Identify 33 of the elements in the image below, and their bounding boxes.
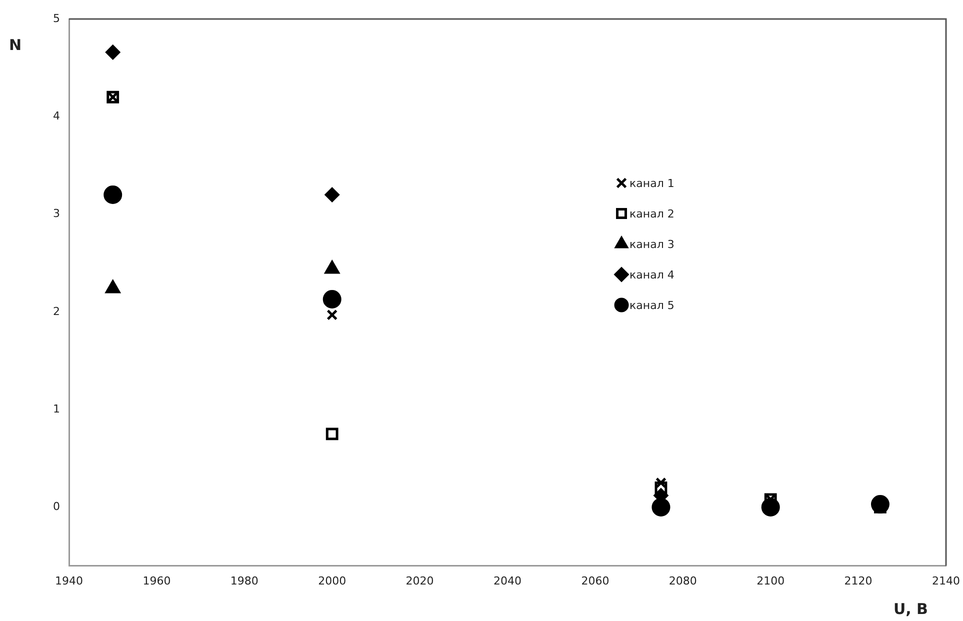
x-tick-label: 2120 [844, 574, 872, 588]
x-tick-label: 2060 [581, 574, 610, 588]
x-tick-label: 2100 [756, 574, 785, 588]
x-tick-label: 1980 [230, 574, 258, 588]
x-tick-label: 2020 [406, 574, 434, 588]
point [652, 498, 670, 516]
y-tick-label: 1 [53, 402, 60, 416]
legend-label: канал 4 [630, 268, 674, 282]
legend-label: канал 2 [630, 207, 674, 220]
x-axis-title: U, B [893, 600, 928, 618]
y-axis-title: N [9, 36, 22, 54]
x-tick-label: 2000 [318, 574, 346, 588]
x-tick-label: 1960 [142, 574, 171, 588]
x-tick-label: 2080 [668, 574, 697, 588]
x-tick-label: 1940 [55, 574, 83, 588]
point [104, 186, 122, 204]
y-tick-label: 4 [53, 110, 60, 122]
x-tick-label: 2040 [494, 574, 522, 588]
point [324, 188, 340, 202]
point [326, 309, 338, 320]
point [655, 477, 666, 488]
legend-label: канал 5 [630, 298, 674, 312]
point [106, 44, 120, 60]
y-tick-label: 5 [53, 12, 60, 25]
point [322, 290, 342, 308]
legend-label: канал 1 [630, 176, 674, 190]
y-tick-label: 2 [53, 304, 60, 318]
y-tick-label: 0 [53, 500, 60, 514]
point [326, 428, 338, 440]
point [654, 481, 668, 494]
x-tick-label: 2140 [932, 574, 960, 588]
y-tick-label: 3 [53, 207, 60, 220]
legend-label: канал 3 [630, 238, 674, 251]
